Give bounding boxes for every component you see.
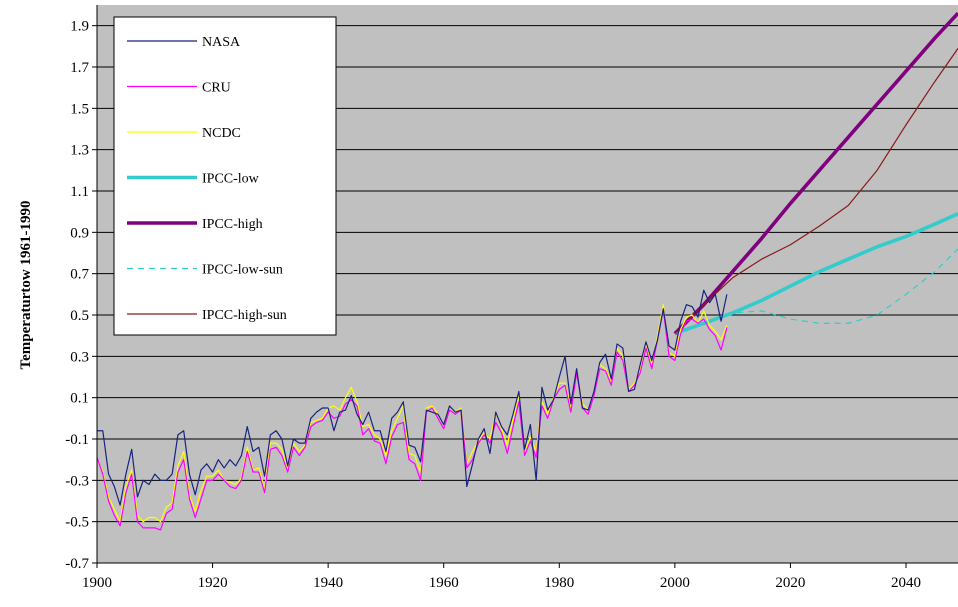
y-tick-label: 1.3 [70, 143, 89, 159]
x-tick-label: 1900 [82, 575, 112, 591]
series-ipcc-low-line [674, 212, 958, 336]
legend-label-ipcc-low-sun: IPCC-low-sun [202, 263, 283, 278]
legend-label-ipcc-high: IPCC-high [202, 217, 263, 232]
series-lines [96, 12, 958, 531]
y-tick-label: 1.5 [70, 101, 89, 117]
legend-label-ncdc: NCDC [202, 126, 241, 141]
y-axis-ticks: -0.7 -0.5 -0.3 -0.1 0.1 0.3 0.5 0.7 0.9 1.1 1.3 1.5… [65, 19, 97, 572]
y-tick-label: 0.5 [70, 308, 89, 324]
legend-label-cru: CRU [202, 81, 231, 96]
x-tick-label: 1920 [198, 575, 228, 591]
y-tick-label: -0.1 [65, 432, 89, 448]
series-ipcc-high-sun-line [674, 48, 958, 335]
legend-label-ipcc-high-sun: IPCC-high-sun [202, 308, 287, 323]
series-ipcc-low-sun-line [674, 248, 958, 335]
series-ipcc-high-line [673, 12, 958, 335]
y-tick-label: -0.3 [65, 473, 89, 489]
legend: NASA CRU NCDC IPCC-low IPCC-high IPCC-low-sun… [113, 16, 337, 336]
series-ncdc-line [96, 304, 728, 523]
x-tick-label: 2000 [660, 575, 690, 591]
y-tick-label: 0.7 [70, 267, 89, 283]
x-tick-label: 1980 [544, 575, 574, 591]
legend-label-nasa: NASA [202, 35, 241, 50]
x-axis-ticks: 1900 1920 1940 1960 1980 2000 2020 2040 [82, 563, 921, 591]
x-tick-label: 1960 [429, 575, 459, 591]
x-tick-label: 1940 [313, 575, 343, 591]
y-tick-label: 1.9 [70, 19, 89, 35]
y-tick-label: -0.7 [65, 556, 89, 572]
y-tick-label: 0.3 [70, 349, 89, 365]
y-tick-label: 1.7 [70, 60, 89, 76]
y-tick-label: -0.5 [65, 515, 89, 531]
y-tick-label: 0.9 [70, 225, 89, 241]
series-cru-line [96, 308, 728, 531]
y-tick-label: 0.1 [70, 391, 89, 407]
legend-label-ipcc-low: IPCC-low [202, 172, 260, 187]
x-tick-label: 2040 [891, 575, 921, 591]
y-axis-label: Temperaturtow 1961-1990 [18, 200, 34, 369]
x-tick-label: 2020 [775, 575, 805, 591]
series-nasa-line [97, 289, 728, 506]
y-tick-label: 1.1 [70, 184, 89, 200]
